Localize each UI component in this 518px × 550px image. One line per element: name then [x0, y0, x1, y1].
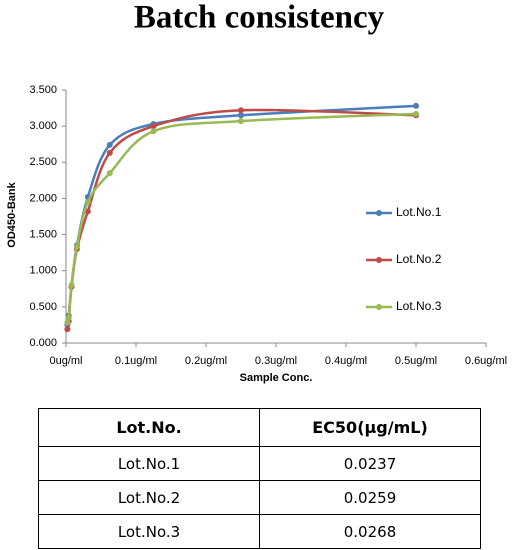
x-axis-label: Sample Conc.	[240, 372, 313, 384]
data-point	[64, 326, 71, 333]
header-cell: Lot.No.	[38, 408, 260, 447]
header-row: Lot.No. EC50(μg/mL)	[38, 408, 481, 447]
table-cell: Lot.No.3	[38, 514, 260, 549]
x-tick-label: 0ug/ml	[49, 355, 82, 367]
legend-marker	[376, 304, 382, 310]
y-tick-label: 3.000	[29, 120, 57, 132]
data-point	[106, 170, 113, 177]
data-point	[238, 112, 244, 119]
data-point	[68, 282, 75, 289]
table-cell: 0.0259	[259, 480, 481, 515]
x-tick-label: 0.6ug/ml	[465, 355, 507, 367]
y-tick-label: 2.500	[29, 156, 57, 168]
data-point	[64, 319, 71, 326]
legend-marker	[376, 257, 382, 263]
y-tick-label: 1.500	[29, 228, 57, 240]
header-cell: EC50(μg/mL)	[259, 408, 481, 447]
data-point	[106, 149, 113, 156]
x-tick-label: 0.2ug/ml	[185, 355, 227, 367]
table-cell: Lot.No.2	[38, 480, 260, 515]
series-line	[66, 112, 417, 324]
series-line	[66, 108, 417, 330]
ec50-table: Lot.No. EC50(μg/mL) Lot.No.1 0.0237 Lot.No.2…	[38, 408, 481, 549]
y-tick-label: 0.000	[29, 337, 57, 349]
chart: Batch consistency OD450-Bank Sample Conc…	[6, 0, 507, 384]
data-point	[413, 110, 419, 117]
legend-marker	[376, 210, 382, 216]
data-point	[65, 314, 72, 321]
data-point	[150, 123, 157, 130]
y-tick-label: 3.500	[29, 84, 57, 96]
table-row: Lot.No.1 0.0237	[38, 446, 481, 481]
x-tick-label: 0.4ug/ml	[325, 355, 367, 367]
x-tick-label: 0.3ug/ml	[255, 355, 297, 367]
y-tick-label: 2.000	[29, 192, 57, 204]
legend-label: Lot.No.2	[396, 252, 442, 266]
legend-label: Lot.No.3	[396, 299, 442, 313]
data-point	[84, 208, 91, 215]
data-point	[84, 199, 91, 206]
data-point	[106, 141, 113, 148]
data-point	[413, 102, 419, 109]
data-point	[150, 128, 157, 135]
legend-label: Lot.No.1	[396, 205, 442, 219]
x-tick-label: 0.1ug/ml	[115, 355, 157, 367]
y-axis-label: OD450-Bank	[6, 181, 18, 247]
y-tick-label: 0.500	[29, 301, 57, 313]
series-line	[66, 104, 417, 326]
chart-title: Batch consistency	[134, 0, 385, 36]
data-point	[238, 107, 244, 114]
table-cell: Lot.No.1	[38, 446, 260, 481]
table-cell: 0.0237	[259, 446, 481, 481]
table-row: Lot.No.2 0.0259	[38, 480, 481, 515]
x-tick-label: 0.5ug/ml	[395, 355, 437, 367]
data-point	[73, 243, 80, 250]
table-row: Lot.No.3 0.0268	[38, 514, 481, 549]
data-point	[238, 118, 244, 125]
table-cell: 0.0268	[259, 514, 481, 549]
y-tick-label: 1.000	[29, 265, 57, 277]
